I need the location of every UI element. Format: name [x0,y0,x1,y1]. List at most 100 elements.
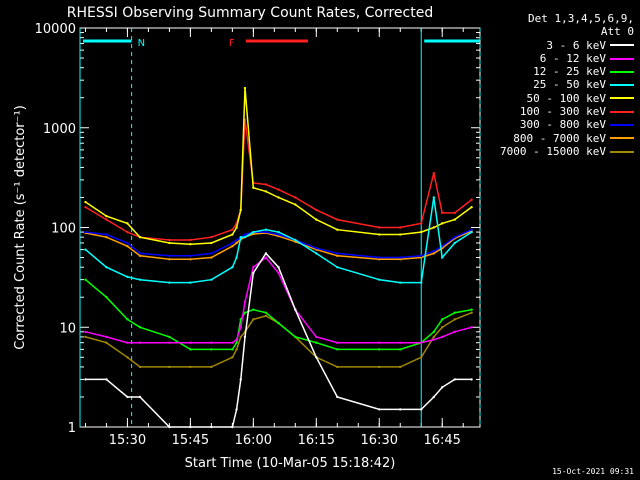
data-point [243,335,247,339]
data-point [336,348,339,351]
data-point [126,230,129,234]
data-point [231,265,234,269]
legend-rows: 3 - 6 keV 6 - 12 keV 12 - 25 keV 25 - 50 ke… [464,39,634,159]
data-point [168,241,171,245]
data-point [470,230,473,234]
legend-entry: 12 - 25 keV [464,65,634,78]
data-point [432,395,436,399]
data-point [453,311,457,314]
data-point [105,335,108,339]
data-point [168,341,171,344]
data-point [420,356,423,359]
data-point [432,249,436,253]
data-point [168,254,171,258]
data-point [189,238,192,242]
data-point [189,341,192,344]
data-point [126,341,129,344]
data-point [126,244,129,248]
data-point [189,365,192,369]
legend-label: 3 - 6 keV [546,38,606,52]
data-point [138,235,142,239]
data-point [252,318,255,321]
data-point [336,341,339,344]
data-point [315,247,318,250]
legend: Det 1,3,4,5,6,9, Att 0 3 - 6 keV 6 - 12 k… [464,12,634,158]
y-tick-label: 1 [68,421,76,436]
data-point [470,205,473,209]
data-point [336,365,339,369]
y-axis-label: Corrected Count Rate (s⁻¹ detector⁻¹) [13,105,28,350]
data-point [378,348,381,351]
data-point [277,265,280,269]
data-point [441,222,444,225]
data-point [231,356,234,359]
data-point [336,228,339,231]
data-point [453,378,457,381]
data-point [264,230,268,234]
data-point [453,235,457,239]
data-point [84,335,87,339]
data-point [336,218,339,221]
legend-swatch [610,57,634,60]
data-point [235,226,238,229]
data-point [378,233,381,236]
footer-timestamp: 15-Oct-2021 09:31 [552,467,634,476]
data-point [277,271,280,275]
data-point [336,395,339,399]
legend-label: 7000 - 15000 keV [500,144,606,158]
legend-swatch [610,124,634,127]
data-point [432,172,436,175]
data-point [432,338,436,341]
data-point [420,230,423,234]
data-point [264,183,268,186]
data-point [441,256,444,259]
data-point [252,265,255,269]
data-point [210,235,213,239]
data-point [138,395,142,399]
data-point [453,211,457,215]
data-point [315,335,318,339]
data-point [126,275,129,279]
data-point [277,233,280,236]
data-point [315,208,318,212]
legend-header-line-1: Det 1,3,4,5,6,9, [528,12,634,25]
legend-label: 800 - 7000 keV [513,131,606,145]
data-point [378,278,381,281]
data-point [239,235,242,239]
data-point [294,203,297,206]
data-point [138,326,142,329]
data-point [432,335,436,339]
data-point [453,318,457,321]
series-line [85,230,472,261]
data-point [470,308,473,311]
data-point [277,188,280,191]
legend-swatch [610,84,634,87]
data-point [126,318,129,321]
x-tick-label: 16:45 [423,433,460,448]
x-tick-label: 16:30 [361,433,398,448]
y-tick-label: 10000 [35,22,76,37]
data-point [243,235,247,239]
data-point [210,348,213,351]
legend-label: 100 - 300 keV [519,105,606,119]
data-point [189,243,192,246]
data-point [277,230,280,234]
x-tick-label: 15:30 [109,433,146,448]
data-point [252,230,255,234]
data-point [239,335,242,339]
series-line [85,229,472,259]
data-point [470,198,473,201]
data-point [168,281,171,284]
data-point [441,326,444,329]
data-point [138,254,142,258]
data-point [432,226,436,229]
data-point [264,256,268,259]
data-point [420,408,423,411]
data-point [470,311,473,314]
data-point [315,341,318,344]
data-point [138,278,142,281]
data-point [84,278,87,281]
data-point [243,311,247,314]
data-point [252,308,255,311]
data-point [315,356,318,359]
